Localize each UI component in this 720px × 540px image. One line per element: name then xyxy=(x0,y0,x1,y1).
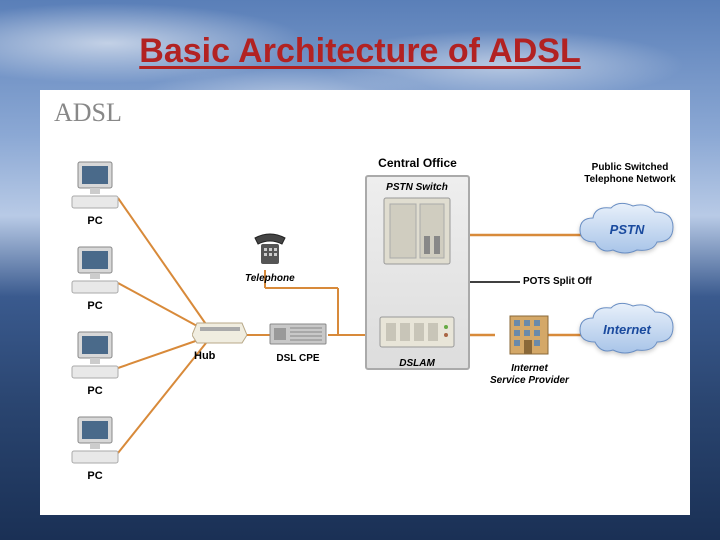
dslam-label: DSLAM xyxy=(378,358,456,370)
dslam-icon xyxy=(378,315,456,353)
pc-4: PC xyxy=(70,415,120,483)
central-office-label: Central Office xyxy=(365,156,470,170)
pc-icon xyxy=(70,330,120,380)
pc-icon xyxy=(70,245,120,295)
pstn-header: Public Switched Telephone Network xyxy=(580,162,680,186)
diagram-panel: ADSL xyxy=(40,90,690,515)
pstn-switch-label: PSTN Switch xyxy=(382,182,452,194)
slide-title: Basic Architecture of ADSL xyxy=(139,32,580,71)
telephone: Telephone xyxy=(245,230,295,285)
pc-3: PC xyxy=(70,330,120,398)
pots-split-label: POTS Split Off xyxy=(523,276,592,288)
pc-label-1: PC xyxy=(70,215,120,228)
hub-icon xyxy=(192,315,247,345)
internet-cloud-text: Internet xyxy=(603,322,651,337)
telephone-label: Telephone xyxy=(245,273,295,285)
diagram-subtitle: ADSL xyxy=(54,98,122,128)
pc-icon xyxy=(70,415,120,465)
dsl-cpe-icon xyxy=(268,320,328,348)
pc-1: PC xyxy=(70,160,120,228)
dsl-cpe: DSL CPE xyxy=(268,320,328,365)
isp-label: Internet Service Provider xyxy=(490,363,569,387)
telephone-icon xyxy=(251,230,289,268)
hub: Hub xyxy=(192,315,247,363)
pstn-switch: PSTN Switch xyxy=(382,182,452,271)
pc-label-3: PC xyxy=(70,385,120,398)
pc-label-4: PC xyxy=(70,470,120,483)
pc-icon xyxy=(70,160,120,210)
dsl-cpe-label: DSL CPE xyxy=(268,353,328,365)
isp: Internet Service Provider xyxy=(490,308,569,387)
hub-label: Hub xyxy=(194,350,247,363)
pstn-cloud: PSTN xyxy=(575,202,680,260)
dslam: DSLAM xyxy=(378,315,456,370)
pc-2: PC xyxy=(70,245,120,313)
isp-icon xyxy=(504,308,554,358)
internet-cloud: Internet xyxy=(575,302,680,360)
pstn-switch-icon xyxy=(382,196,452,266)
pc-label-2: PC xyxy=(70,300,120,313)
pstn-cloud-text: PSTN xyxy=(610,222,645,237)
